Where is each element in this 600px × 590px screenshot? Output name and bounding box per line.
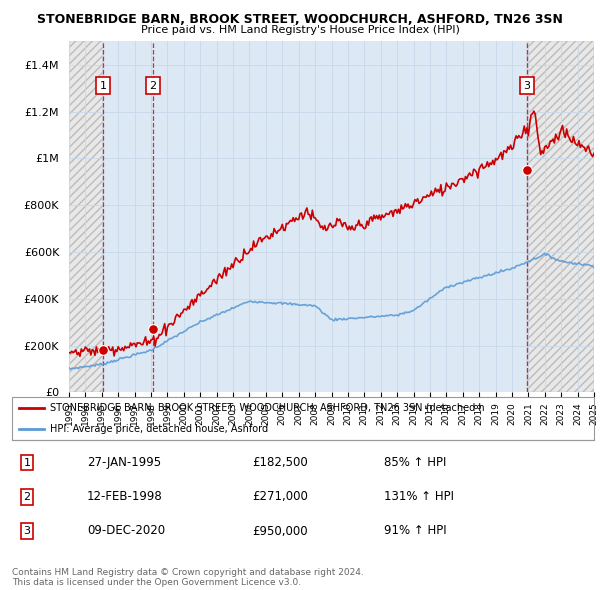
Text: Price paid vs. HM Land Registry's House Price Index (HPI): Price paid vs. HM Land Registry's House … — [140, 25, 460, 35]
Text: 12-FEB-1998: 12-FEB-1998 — [87, 490, 163, 503]
Bar — [69, 41, 103, 392]
Text: STONEBRIDGE BARN, BROOK STREET, WOODCHURCH, ASHFORD, TN26 3SN (detached h: STONEBRIDGE BARN, BROOK STREET, WOODCHUR… — [50, 403, 484, 412]
Bar — [527, 41, 594, 392]
Text: STONEBRIDGE BARN, BROOK STREET, WOODCHURCH, ASHFORD, TN26 3SN: STONEBRIDGE BARN, BROOK STREET, WOODCHUR… — [37, 13, 563, 26]
Text: 1: 1 — [100, 81, 106, 91]
Text: £950,000: £950,000 — [252, 525, 308, 537]
Text: 2: 2 — [23, 492, 31, 502]
Text: Contains HM Land Registry data © Crown copyright and database right 2024.
This d: Contains HM Land Registry data © Crown c… — [12, 568, 364, 587]
Text: 131% ↑ HPI: 131% ↑ HPI — [384, 490, 454, 503]
Text: HPI: Average price, detached house, Ashford: HPI: Average price, detached house, Ashf… — [50, 424, 268, 434]
Text: 85% ↑ HPI: 85% ↑ HPI — [384, 456, 446, 469]
Text: 27-JAN-1995: 27-JAN-1995 — [87, 456, 161, 469]
Text: 91% ↑ HPI: 91% ↑ HPI — [384, 525, 446, 537]
Bar — [69, 41, 103, 392]
Text: 2: 2 — [149, 81, 157, 91]
Text: £271,000: £271,000 — [252, 490, 308, 503]
Text: 3: 3 — [23, 526, 31, 536]
Text: 3: 3 — [524, 81, 530, 91]
Text: 1: 1 — [23, 458, 31, 467]
Bar — [527, 41, 594, 392]
Text: £182,500: £182,500 — [252, 456, 308, 469]
Text: 09-DEC-2020: 09-DEC-2020 — [87, 525, 165, 537]
